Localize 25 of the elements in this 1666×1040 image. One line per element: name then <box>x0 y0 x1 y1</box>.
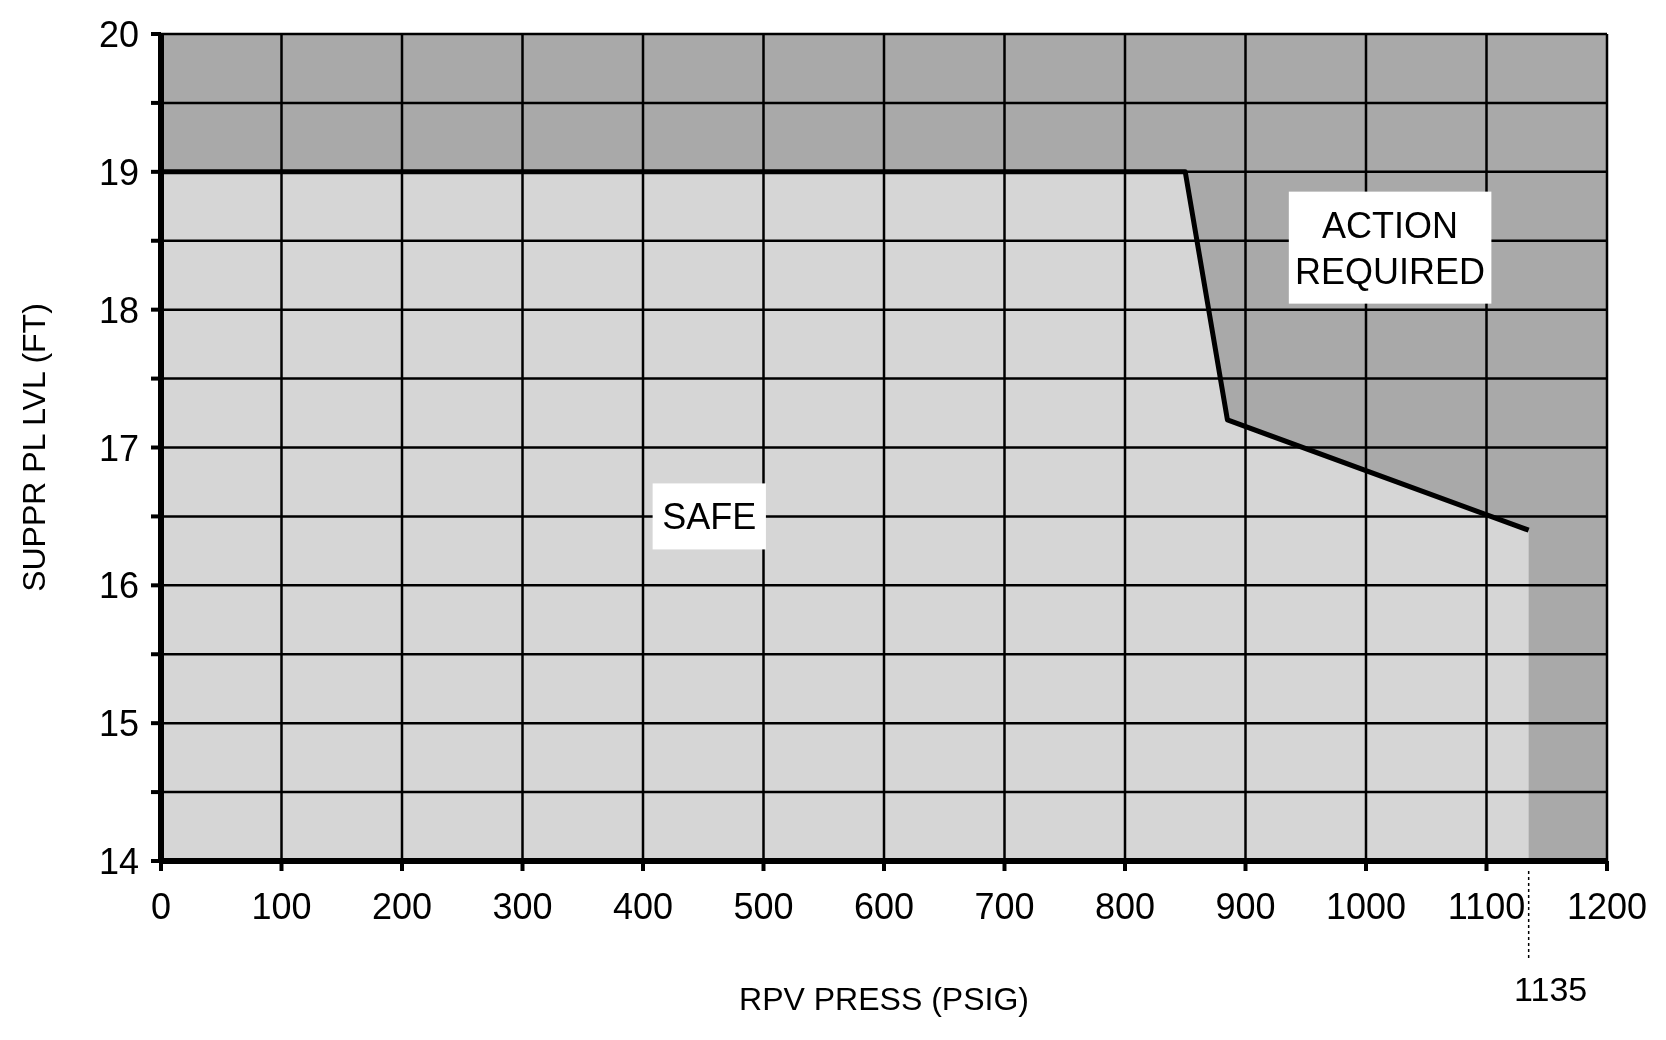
y-tick-label: 17 <box>98 427 139 469</box>
y-tick-label: 18 <box>98 289 139 331</box>
x-tick-label: 100 <box>251 886 312 927</box>
x-tick-label: 200 <box>371 886 433 927</box>
x-tick-label: 0 <box>150 886 172 927</box>
x-tick-label: 600 <box>853 886 915 927</box>
x-tick-label: 700 <box>974 886 1035 927</box>
x-tick-label: 1200 <box>1566 886 1648 927</box>
x-tick-label: 500 <box>733 886 794 927</box>
annotation: ACTION REQUIRED <box>1295 204 1486 292</box>
x-tick-label: 900 <box>1215 886 1276 927</box>
y-axis-title: SUPPR PL LVL (FT) <box>16 303 52 592</box>
y-tick-label: 19 <box>98 151 139 193</box>
x-tick-label: 800 <box>1094 886 1156 927</box>
x-tick-label: 1000 <box>1325 886 1407 927</box>
text: 1135 <box>1514 970 1588 1008</box>
y-tick-label: 20 <box>98 14 139 55</box>
y-tick-label: 14 <box>98 841 139 882</box>
x-axis-title: RPV PRESS (PSIG) <box>739 981 1029 1017</box>
y-tick-label: 15 <box>98 703 139 745</box>
annotation: SAFE <box>662 496 757 538</box>
x-tick-label: 1100 <box>1447 886 1526 927</box>
y-tick-label: 16 <box>98 565 139 607</box>
x-tick-label: 300 <box>492 886 553 927</box>
x-tick-label: 400 <box>612 886 674 927</box>
